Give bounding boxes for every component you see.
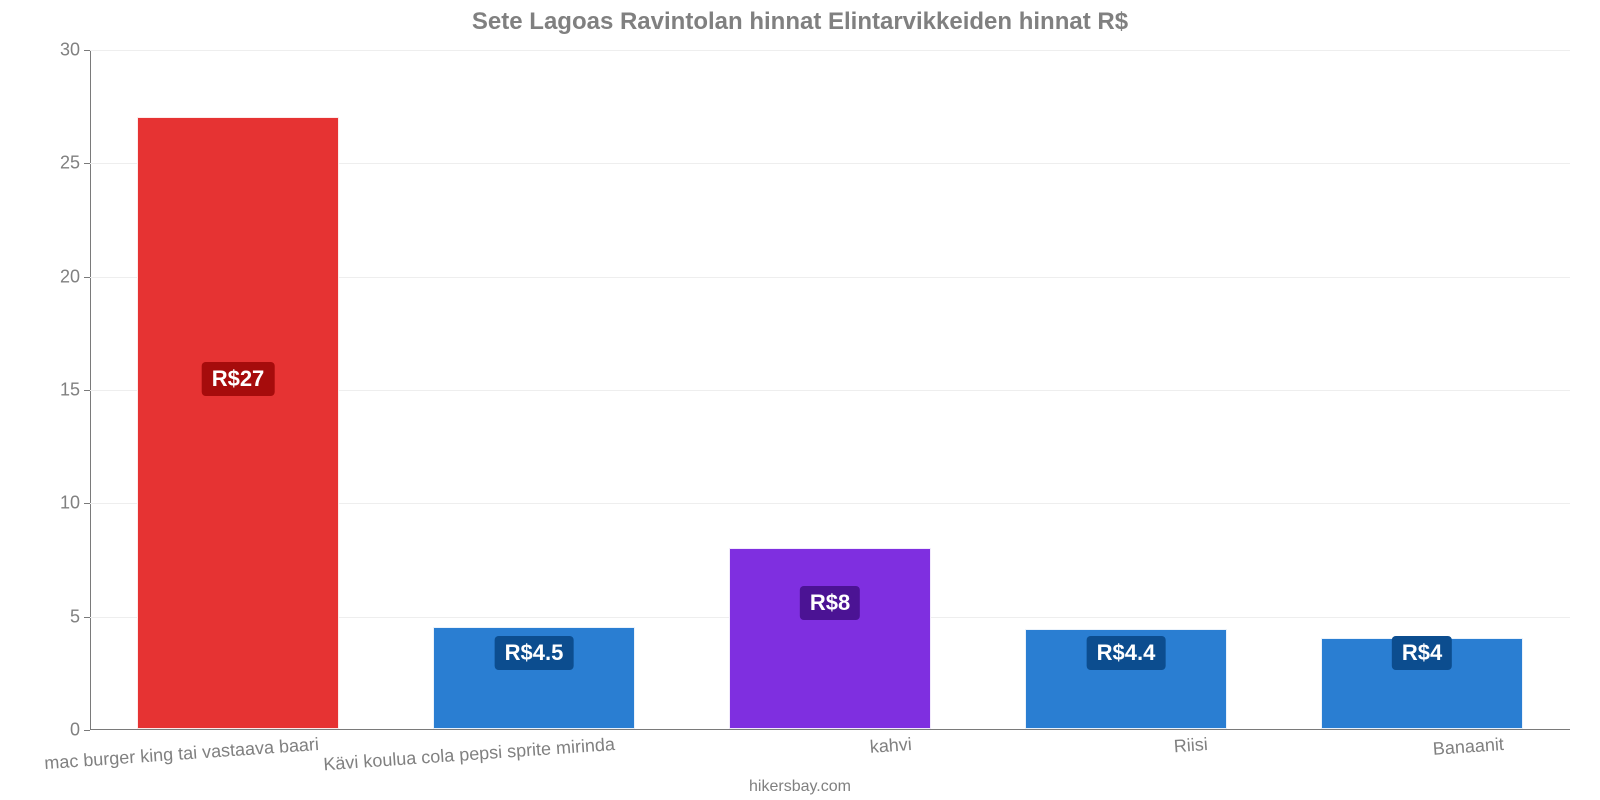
y-tick-label: 15 [60,380,80,401]
bar-value-label: R$27 [202,362,275,396]
y-tick-label: 30 [60,40,80,61]
y-tick-mark [84,617,90,618]
bar [729,548,930,729]
bar-value-label: R$4 [1392,636,1452,670]
y-tick-label: 25 [60,153,80,174]
y-tick-mark [84,50,90,51]
grid-line [90,50,1570,51]
bar-value-label: R$4.5 [495,636,574,670]
x-tick-label: Banaanit [1432,734,1504,760]
credit-text: hikersbay.com [0,778,1600,796]
bar-value-label: R$8 [800,586,860,620]
y-tick-label: 10 [60,493,80,514]
y-tick-mark [84,730,90,731]
y-tick-mark [84,277,90,278]
y-tick-mark [84,163,90,164]
x-tick-label: Kävi koulua cola pepsi sprite mirinda [323,734,616,775]
y-tick-label: 20 [60,266,80,287]
plot-area: 051015202530R$27mac burger king tai vast… [90,50,1570,730]
y-tick-label: 5 [70,606,80,627]
x-axis [90,729,1570,730]
bar [137,117,338,729]
x-tick-label: kahvi [869,734,912,758]
y-tick-label: 0 [70,720,80,741]
y-tick-mark [84,503,90,504]
x-tick-label: Riisi [1173,734,1208,757]
bar-value-label: R$4.4 [1087,636,1166,670]
chart-title: Sete Lagoas Ravintolan hinnat Elintarvik… [0,8,1600,36]
y-tick-mark [84,390,90,391]
price-bar-chart: Sete Lagoas Ravintolan hinnat Elintarvik… [0,0,1600,800]
x-tick-label: mac burger king tai vastaava baari [44,734,320,774]
